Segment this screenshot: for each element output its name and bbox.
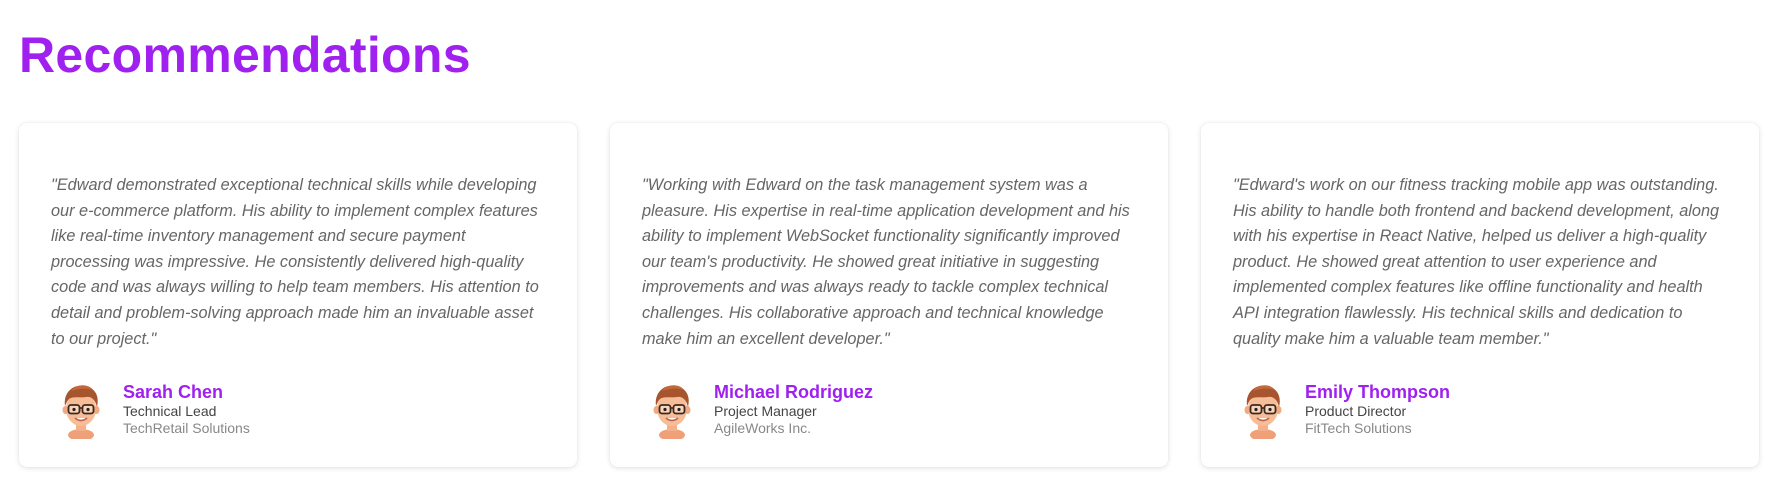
recommendation-quote: "Edward demonstrated exceptional technic…	[51, 176, 539, 348]
page-title: Recommendations	[19, 27, 471, 83]
author-role: Technical Lead	[123, 403, 217, 419]
author-block: Sarah Chen Technical Lead TechRetail Sol…	[51, 379, 250, 439]
author-info: Emily Thompson Product Director FitTech …	[1305, 379, 1450, 436]
author-info: Sarah Chen Technical Lead TechRetail Sol…	[123, 379, 250, 436]
author-name: Sarah Chen	[123, 382, 224, 402]
recommendation-card: "Edward demonstrated exceptional technic…	[19, 123, 577, 467]
recommendation-card: "Working with Edward on the task managem…	[610, 123, 1168, 467]
author-block: Michael Rodriguez Project Manager AgileW…	[642, 379, 873, 439]
author-name: Emily Thompson	[1305, 382, 1451, 402]
author-role: Project Manager	[714, 403, 817, 419]
recommendation-quote: "Working with Edward on the task managem…	[642, 176, 1130, 348]
avatar-icon	[1244, 385, 1282, 439]
avatar-icon	[62, 385, 100, 439]
author-name: Michael Rodriguez	[714, 382, 874, 402]
author-block: Emily Thompson Product Director FitTech …	[1233, 379, 1450, 439]
author-company: FitTech Solutions	[1305, 420, 1412, 436]
author-role: Product Director	[1305, 403, 1407, 419]
recommendation-cards: "Edward demonstrated exceptional technic…	[19, 123, 1759, 467]
author-company: AgileWorks Inc.	[714, 420, 811, 436]
recommendation-card: "Edward's work on our fitness tracking m…	[1201, 123, 1759, 467]
author-company: TechRetail Solutions	[123, 420, 250, 436]
avatar-icon	[653, 385, 691, 439]
author-info: Michael Rodriguez Project Manager AgileW…	[714, 379, 873, 436]
recommendation-quote: "Edward's work on our fitness tracking m…	[1233, 176, 1720, 348]
